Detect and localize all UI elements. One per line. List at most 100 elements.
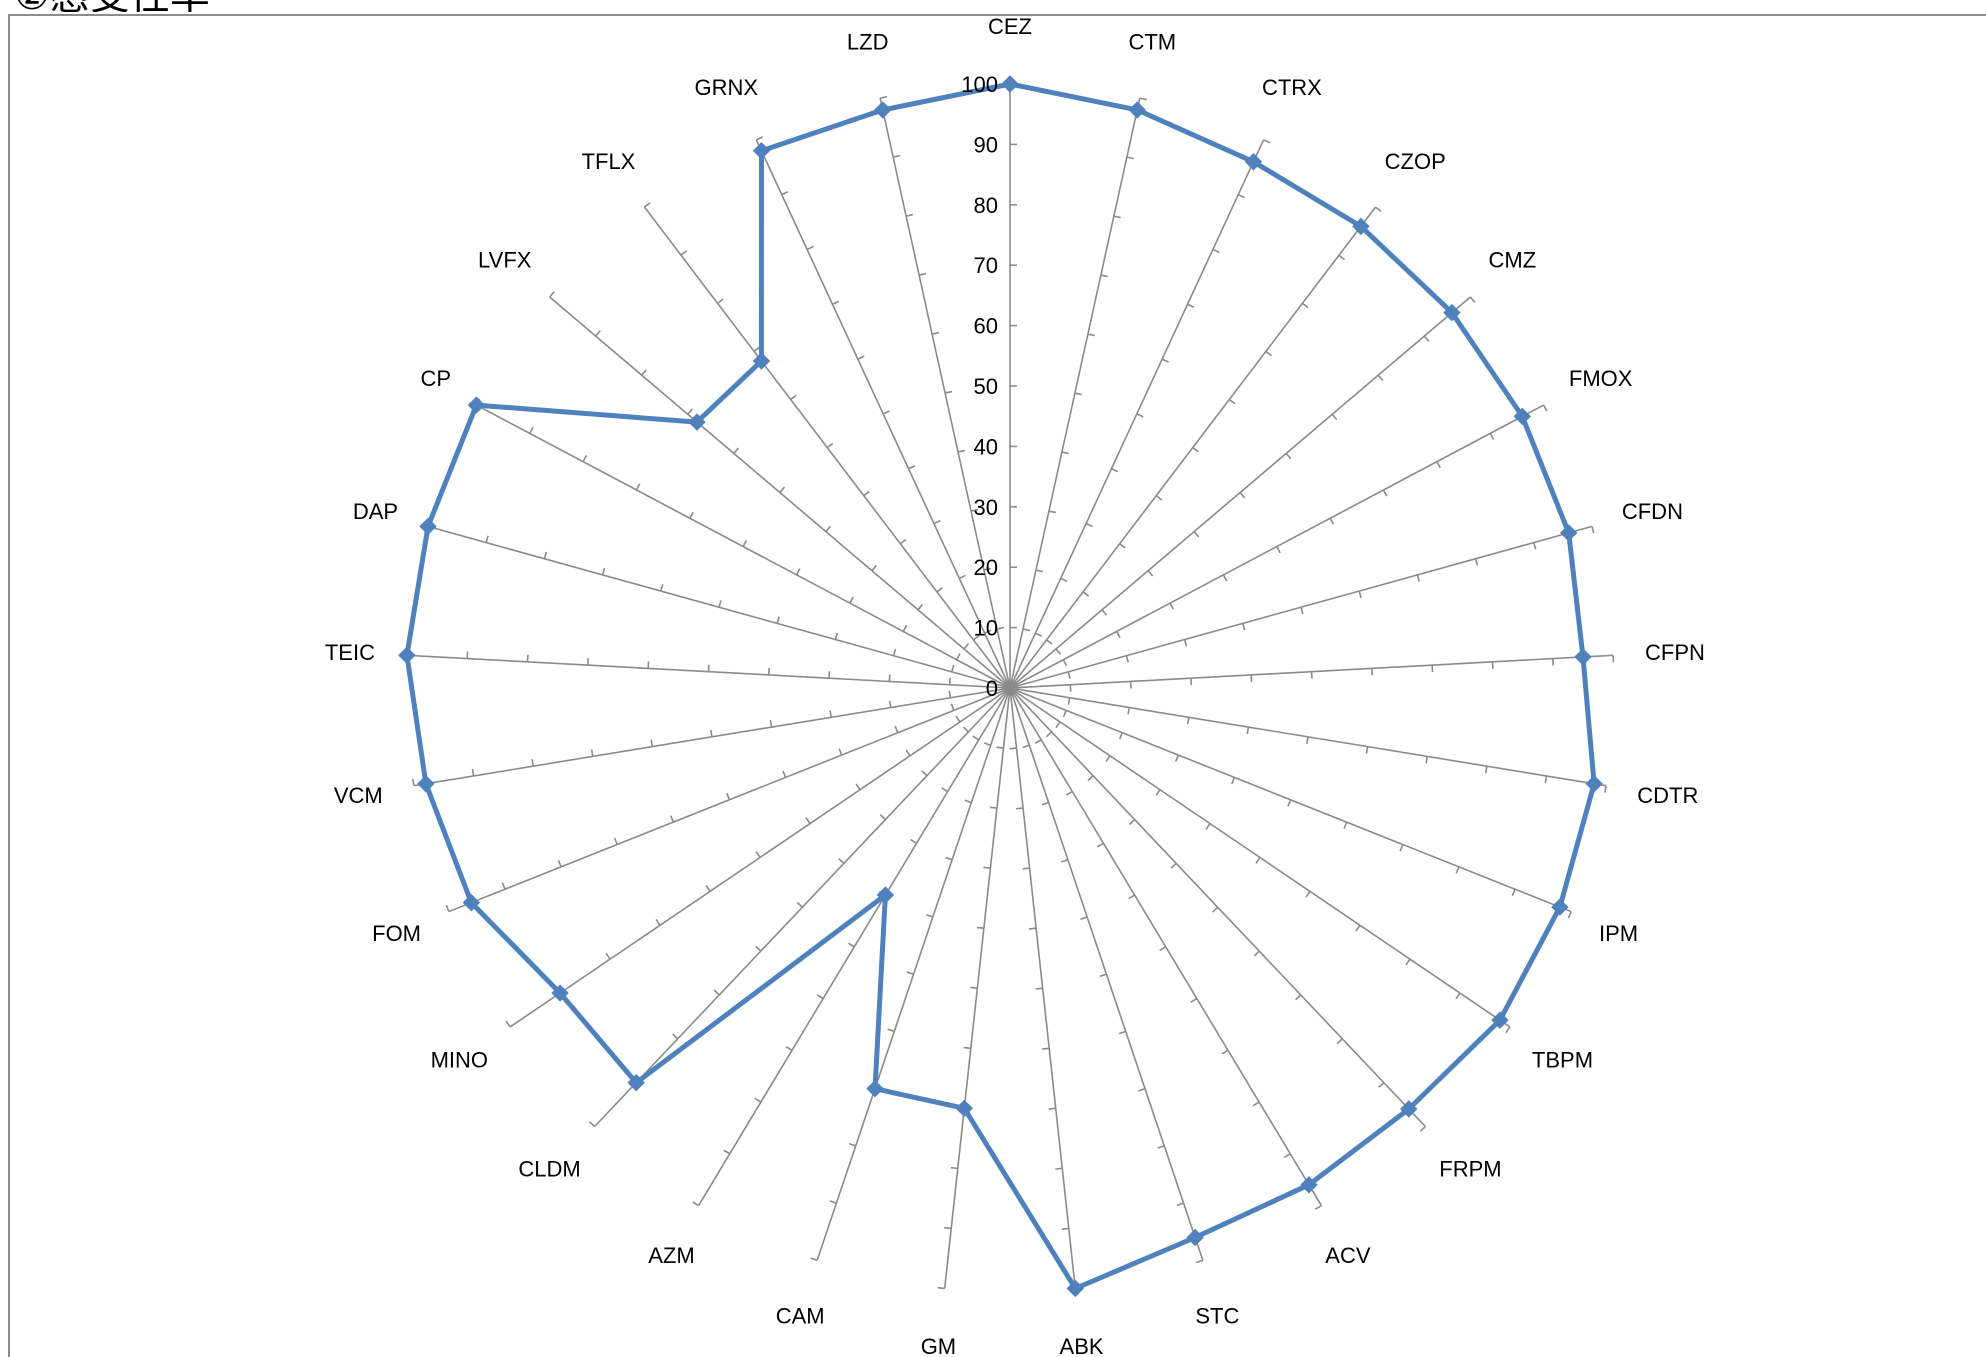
tick-mark bbox=[1074, 392, 1082, 396]
tick-mark bbox=[1022, 744, 1030, 749]
radial-tick-label: 10 bbox=[974, 616, 998, 641]
tick-mark bbox=[1591, 526, 1595, 534]
tick-mark bbox=[847, 942, 855, 948]
tick-mark bbox=[1295, 994, 1302, 1001]
chart-title-text: ②感受性率 bbox=[14, 0, 210, 12]
radial-tick-label: 70 bbox=[974, 253, 998, 278]
radial-axis-labels: 0 10 20 30 40 50 60 70 80 90 100 bbox=[961, 72, 998, 701]
tick-mark bbox=[1455, 866, 1460, 874]
tick-mark bbox=[643, 202, 651, 208]
tick-mark bbox=[742, 539, 748, 547]
tick-mark bbox=[779, 486, 785, 494]
tick-mark bbox=[1255, 857, 1261, 864]
category-label-frpm: FRPM bbox=[1439, 1157, 1501, 1182]
tick-mark bbox=[717, 298, 724, 304]
tick-mark bbox=[925, 913, 934, 918]
tick-mark bbox=[756, 136, 764, 141]
tick-mark bbox=[976, 926, 984, 929]
tick-mark bbox=[996, 746, 1004, 749]
category-labels: CEZ CTM CTRX CZOP CMZ FMOX CFDN CFPN CDTR IPM TBPM… bbox=[325, 14, 1705, 1357]
spoke-fmox bbox=[1009, 404, 1545, 689]
tick-mark bbox=[1604, 785, 1607, 793]
tick-mark bbox=[894, 725, 899, 734]
radial-tick-label: 40 bbox=[974, 434, 998, 459]
tick-mark bbox=[964, 799, 972, 804]
tick-mark bbox=[882, 410, 890, 415]
tick-mark bbox=[892, 648, 897, 656]
tick-mark bbox=[1105, 755, 1111, 763]
category-label-tbpm: TBPM bbox=[1532, 1048, 1593, 1073]
tick-mark bbox=[1212, 906, 1219, 913]
tick-mark bbox=[1118, 732, 1123, 740]
tick-mark bbox=[863, 490, 870, 497]
tick-mark bbox=[1195, 1259, 1204, 1264]
tick-mark bbox=[670, 815, 675, 823]
data-point-grnx bbox=[752, 142, 771, 160]
tick-mark bbox=[776, 616, 780, 624]
tick-mark bbox=[505, 1020, 511, 1028]
tick-mark bbox=[1087, 775, 1094, 782]
tick-mark bbox=[1029, 927, 1037, 930]
tick-mark bbox=[1119, 543, 1126, 549]
tick-mark bbox=[769, 720, 773, 728]
tick-mark bbox=[650, 739, 654, 747]
tick-mark bbox=[1041, 801, 1049, 806]
spoke-lzd bbox=[879, 97, 1011, 689]
tick-mark bbox=[412, 778, 415, 786]
tick-mark bbox=[1193, 531, 1200, 538]
tick-mark bbox=[1212, 248, 1220, 254]
tick-mark bbox=[1416, 574, 1421, 582]
tick-mark bbox=[941, 787, 949, 793]
tick-mark bbox=[1355, 924, 1361, 932]
tick-mark bbox=[1022, 867, 1030, 870]
tick-mark bbox=[1060, 858, 1069, 863]
tick-mark bbox=[755, 945, 762, 952]
category-label-czop: CZOP bbox=[1385, 149, 1446, 174]
data-point-czop bbox=[1352, 217, 1370, 236]
tick-mark bbox=[826, 442, 834, 449]
tick-mark bbox=[485, 535, 489, 543]
tick-mark bbox=[1048, 1107, 1056, 1110]
tick-mark bbox=[834, 632, 839, 640]
radial-tick-label: 20 bbox=[974, 555, 998, 580]
tick-mark bbox=[936, 586, 943, 593]
tick-mark bbox=[970, 986, 978, 990]
tick-mark bbox=[1099, 973, 1107, 978]
category-label-cldm: CLDM bbox=[518, 1157, 580, 1182]
tick-mark bbox=[1263, 139, 1271, 144]
tick-mark bbox=[1474, 558, 1479, 566]
category-label-stc: STC bbox=[1195, 1303, 1239, 1328]
tick-mark bbox=[944, 1226, 952, 1230]
tick-mark bbox=[1378, 1082, 1385, 1089]
tick-mark bbox=[1067, 671, 1071, 679]
tick-mark bbox=[1169, 602, 1175, 610]
tick-mark bbox=[1305, 890, 1311, 898]
tick-mark bbox=[879, 95, 888, 99]
tick-mark bbox=[1567, 911, 1572, 919]
tick-mark bbox=[635, 483, 641, 491]
tick-mark bbox=[972, 735, 980, 741]
tick-mark bbox=[983, 866, 991, 869]
spoke-lvfx bbox=[549, 296, 1011, 689]
data-point-mino bbox=[551, 984, 569, 1002]
tick-mark bbox=[1455, 992, 1461, 1000]
tick-mark bbox=[950, 1166, 958, 1170]
tick-mark bbox=[1276, 546, 1281, 554]
radial-tick-label: 100 bbox=[961, 72, 998, 97]
tick-mark bbox=[933, 519, 941, 525]
tick-mark bbox=[1265, 350, 1272, 357]
tick-mark bbox=[1221, 1049, 1229, 1055]
tick-mark bbox=[1085, 522, 1093, 528]
tick-mark bbox=[1192, 446, 1199, 453]
radial-tick-label: 60 bbox=[974, 314, 998, 339]
tick-mark bbox=[1118, 1030, 1126, 1035]
tick-mark bbox=[983, 567, 992, 571]
tick-mark bbox=[887, 1028, 895, 1033]
tick-mark bbox=[1087, 333, 1095, 337]
tick-mark bbox=[1042, 1047, 1050, 1050]
data-point-tbpm bbox=[1491, 1011, 1509, 1029]
tick-mark bbox=[958, 574, 966, 580]
category-label-vcm: VCM bbox=[334, 783, 383, 808]
tick-mark bbox=[1382, 489, 1388, 497]
